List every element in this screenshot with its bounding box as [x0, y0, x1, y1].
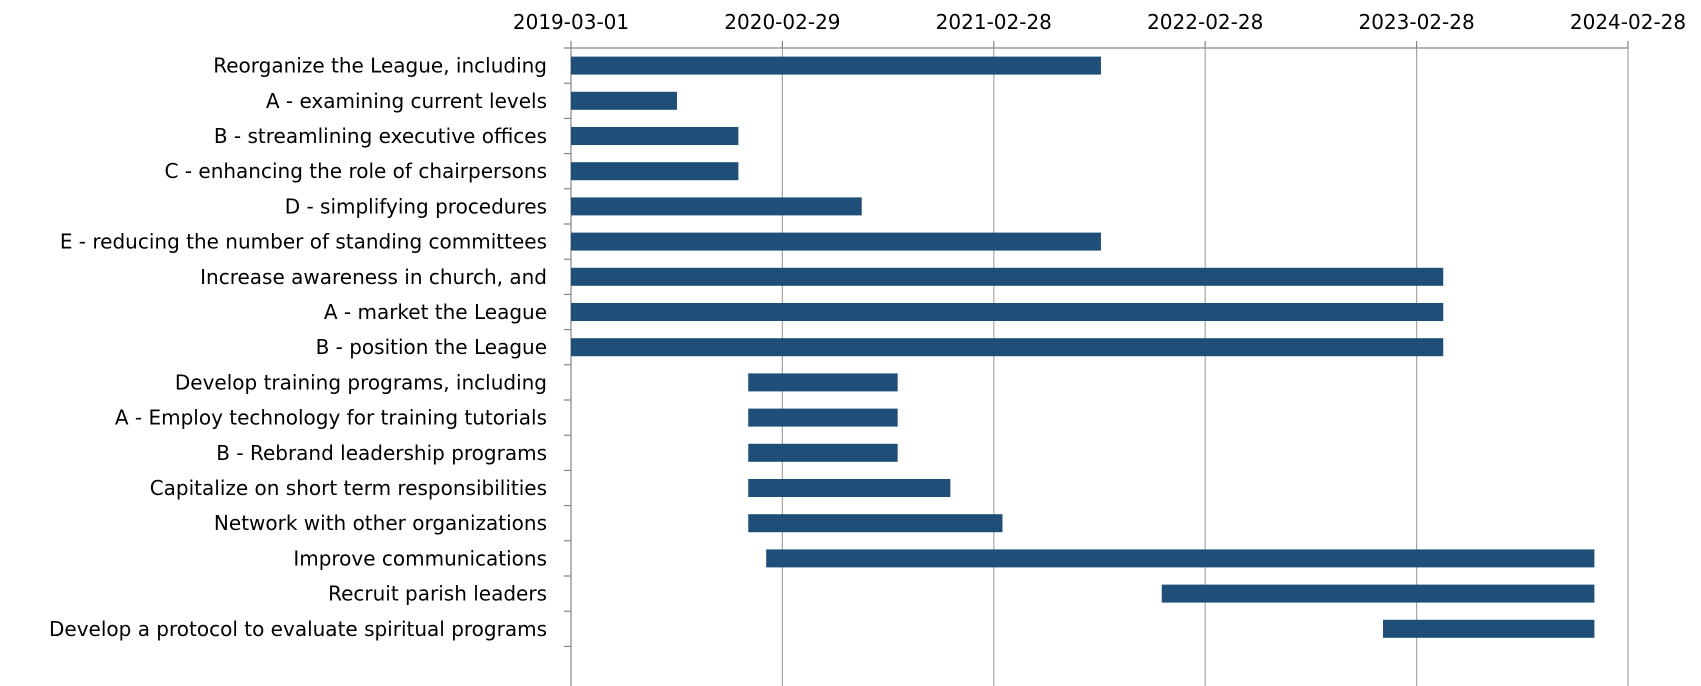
task-bar [571, 91, 677, 110]
x-tick-label: 2020-02-29 [724, 10, 840, 34]
task-label: A - market the League [324, 300, 547, 324]
task-bar [571, 267, 1444, 286]
task-label: E - reducing the number of standing comm… [60, 230, 547, 254]
task-bar [571, 232, 1101, 251]
task-bar [571, 162, 739, 181]
x-tick-label: 2024-02-28 [1570, 10, 1686, 34]
task-label: Increase awareness in church, and [200, 265, 547, 289]
task-bar [571, 303, 1444, 321]
task-bar [748, 373, 898, 392]
task-bar [571, 197, 862, 216]
task-label: Capitalize on short term responsibilitie… [150, 476, 547, 500]
task-label: Develop a protocol to evaluate spiritual… [49, 617, 547, 641]
y-tick-marks [564, 47, 571, 648]
task-label: C - enhancing the role of chairpersons [165, 159, 548, 183]
task-label: B - Rebrand leadership programs [216, 441, 547, 465]
task-label: A - examining current levels [266, 89, 547, 113]
task-bar [748, 443, 898, 462]
task-label: A - Employ technology for training tutor… [115, 406, 547, 430]
task-label: Network with other organizations [214, 511, 547, 535]
task-bar [571, 127, 739, 145]
task-bar [1383, 619, 1595, 638]
task-bar [571, 338, 1444, 357]
task-label: B - streamlining executive offices [214, 124, 547, 148]
task-label: Develop training programs, including [175, 370, 547, 394]
x-tick-label: 2019-03-01 [513, 10, 629, 34]
task-bar [766, 549, 1595, 568]
task-bars [571, 56, 1595, 638]
task-label: B - position the League [316, 335, 547, 359]
task-label: Recruit parish leaders [328, 582, 547, 606]
task-bar [748, 479, 951, 497]
task-bar [1161, 584, 1595, 603]
task-labels: Reorganize the League, including A - exam… [49, 54, 547, 641]
task-bar [748, 514, 1003, 533]
task-bar [571, 56, 1101, 75]
task-bar [748, 408, 898, 427]
task-label: D - simplifying procedures [285, 194, 547, 218]
x-tick-label: 2023-02-28 [1358, 10, 1474, 34]
axes [570, 47, 1628, 686]
x-tick-labels: 2019-03-01 2020-02-29 2021-02-28 2022-02-28… [513, 10, 1686, 48]
task-label: Reorganize the League, including [213, 54, 547, 78]
task-label: Improve communications [293, 546, 547, 570]
x-tick-label: 2021-02-28 [936, 10, 1052, 34]
x-tick-label: 2022-02-28 [1147, 10, 1263, 34]
gridlines [781, 48, 1629, 686]
